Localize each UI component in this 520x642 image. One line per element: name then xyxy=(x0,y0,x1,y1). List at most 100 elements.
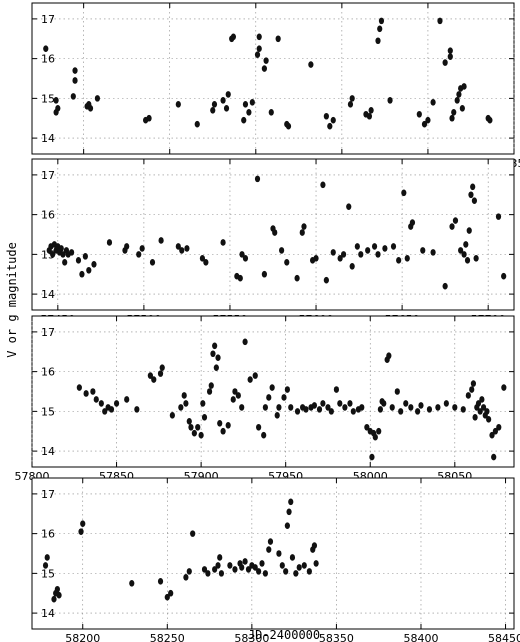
data-point xyxy=(286,508,292,516)
data-point xyxy=(227,562,233,569)
data-point xyxy=(308,61,314,68)
data-point xyxy=(416,110,422,118)
data-point xyxy=(487,116,493,124)
data-point xyxy=(191,429,197,437)
data-point xyxy=(430,99,436,106)
data-point xyxy=(311,542,318,549)
data-point xyxy=(320,400,326,407)
data-point xyxy=(113,400,120,407)
data-point xyxy=(58,245,64,252)
data-point xyxy=(87,105,94,112)
data-point xyxy=(459,105,465,112)
data-point xyxy=(403,400,409,407)
y-tick-label: 14 xyxy=(41,445,55,458)
data-point xyxy=(106,239,113,246)
data-point xyxy=(206,388,213,395)
data-point xyxy=(464,257,471,264)
data-point xyxy=(249,99,255,106)
data-point xyxy=(178,404,184,411)
data-point xyxy=(303,406,309,413)
y-tick-label: 15 xyxy=(41,405,55,418)
data-point xyxy=(470,183,476,191)
data-point xyxy=(246,108,252,116)
data-point xyxy=(501,272,507,280)
data-point xyxy=(50,251,56,258)
data-point xyxy=(375,37,381,45)
data-point xyxy=(254,175,261,183)
data-point xyxy=(337,255,343,262)
data-point xyxy=(242,338,248,346)
data-point xyxy=(266,546,272,553)
data-point xyxy=(225,421,231,429)
data-point xyxy=(252,564,258,571)
data-point xyxy=(212,566,218,573)
data-point xyxy=(447,53,453,60)
data-point xyxy=(349,262,355,270)
data-point xyxy=(486,416,492,423)
data-point xyxy=(284,386,290,393)
data-point xyxy=(347,101,354,108)
data-point xyxy=(468,191,474,199)
data-point xyxy=(256,45,262,52)
data-point xyxy=(184,245,190,252)
data-point xyxy=(311,402,318,409)
data-point xyxy=(369,453,375,461)
data-point xyxy=(108,406,115,413)
data-point xyxy=(205,570,211,577)
data-point xyxy=(75,257,82,264)
data-point xyxy=(247,376,253,383)
data-point xyxy=(263,57,269,64)
data-point xyxy=(230,33,237,41)
data-point xyxy=(430,249,436,256)
y-tick-label: 14 xyxy=(41,132,55,145)
data-point xyxy=(340,251,347,258)
data-point xyxy=(147,372,153,379)
data-point xyxy=(43,45,49,52)
data-point xyxy=(201,414,208,421)
data-point xyxy=(337,400,343,407)
data-point xyxy=(408,404,414,411)
data-point xyxy=(70,93,76,100)
data-point xyxy=(199,255,206,262)
data-point xyxy=(267,538,274,545)
data-point xyxy=(378,17,385,25)
data-point xyxy=(91,261,97,268)
data-point xyxy=(389,404,395,411)
data-point xyxy=(325,404,331,411)
data-point xyxy=(276,404,282,411)
data-point xyxy=(328,408,334,415)
data-point xyxy=(203,259,209,266)
data-point xyxy=(183,574,189,581)
data-point xyxy=(484,408,490,415)
y-axis-title: V or g magnitude xyxy=(5,242,19,358)
data-point xyxy=(72,77,78,84)
data-point xyxy=(449,114,455,122)
y-tick-label: 14 xyxy=(41,288,55,301)
data-point xyxy=(306,568,312,575)
panel-4: 14 15 16 17 58200 58250 58300 58350 58400 58450 xyxy=(31,477,520,642)
data-point xyxy=(102,408,108,415)
data-point xyxy=(124,243,130,250)
data-point xyxy=(190,530,196,537)
data-point xyxy=(313,255,319,262)
x-tick-label: 58200 xyxy=(65,632,100,642)
data-point xyxy=(220,239,226,246)
data-point xyxy=(333,386,340,393)
data-point xyxy=(129,580,135,587)
data-point xyxy=(495,213,502,220)
data-point xyxy=(435,404,441,411)
data-point xyxy=(274,412,280,419)
data-point xyxy=(245,566,252,573)
data-point xyxy=(213,364,219,371)
data-point xyxy=(256,33,262,41)
data-point xyxy=(262,404,268,411)
panels-group: 1415161757100571505720057250573005735014… xyxy=(15,2,520,642)
y-tick-label: 16 xyxy=(41,366,55,379)
data-point xyxy=(425,116,431,124)
data-point xyxy=(279,247,285,254)
data-point xyxy=(146,114,152,122)
data-point xyxy=(465,392,471,399)
data-point xyxy=(90,388,96,395)
